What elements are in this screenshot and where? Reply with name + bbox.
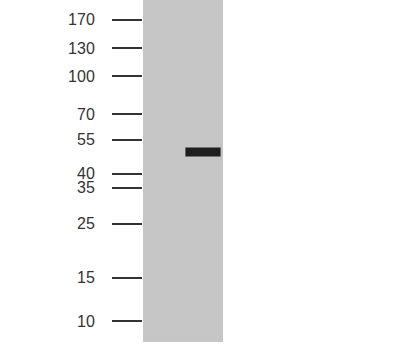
svg-text:55: 55 — [77, 131, 95, 148]
svg-text:100: 100 — [68, 68, 95, 85]
svg-text:25: 25 — [77, 215, 95, 232]
svg-text:15: 15 — [77, 269, 95, 286]
svg-text:35: 35 — [77, 179, 95, 196]
svg-text:70: 70 — [77, 106, 95, 123]
svg-text:170: 170 — [68, 11, 95, 28]
svg-text:130: 130 — [68, 40, 95, 57]
svg-text:10: 10 — [77, 313, 95, 330]
svg-text:40: 40 — [77, 165, 95, 182]
